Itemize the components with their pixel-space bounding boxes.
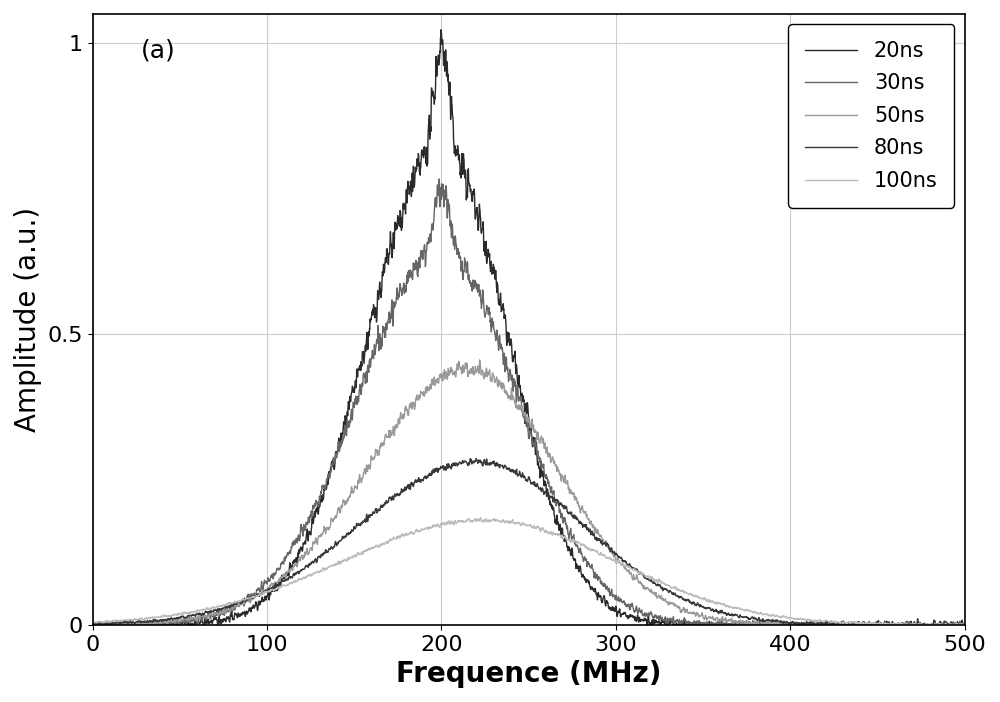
30ns [459, 257, 471, 265]
100ns [238, 595, 250, 604]
80ns [87, 618, 99, 627]
30ns [848, 621, 860, 629]
50ns [87, 621, 99, 629]
Text: (a): (a) [141, 39, 175, 62]
20ns [87, 620, 99, 628]
80ns [421, 472, 433, 481]
100ns [87, 618, 99, 626]
100ns [475, 513, 487, 522]
50ns [186, 615, 198, 623]
Line: 30ns: 30ns [93, 179, 965, 625]
30ns [959, 621, 971, 629]
100ns [421, 524, 433, 532]
Legend: 20ns, 30ns, 50ns, 80ns, 100ns: 20ns, 30ns, 50ns, 80ns, 100ns [788, 25, 954, 208]
50ns [474, 356, 486, 364]
80ns [238, 595, 250, 603]
30ns [942, 621, 954, 629]
80ns [848, 620, 860, 628]
100ns [959, 621, 971, 629]
50ns [848, 619, 860, 628]
20ns [186, 620, 198, 628]
50ns [459, 362, 471, 371]
100ns [848, 618, 860, 626]
100ns [858, 621, 870, 629]
30ns [421, 239, 433, 247]
100ns [186, 608, 198, 616]
50ns [959, 620, 971, 628]
50ns [238, 599, 250, 607]
50ns [421, 383, 433, 392]
80ns [88, 621, 100, 629]
Line: 80ns: 80ns [93, 458, 965, 625]
30ns [87, 621, 99, 629]
20ns [459, 166, 471, 174]
20ns [89, 621, 101, 629]
Line: 50ns: 50ns [93, 360, 965, 625]
100ns [459, 517, 471, 526]
Line: 20ns: 20ns [93, 29, 965, 625]
X-axis label: Frequence (MHz): Frequence (MHz) [396, 660, 661, 688]
Y-axis label: Amplitude (a.u.): Amplitude (a.u.) [14, 207, 42, 432]
80ns [959, 621, 971, 629]
80ns [942, 620, 954, 628]
20ns [435, 25, 447, 34]
Line: 100ns: 100ns [93, 517, 965, 625]
30ns [433, 175, 445, 183]
20ns [238, 610, 250, 618]
80ns [459, 457, 471, 465]
20ns [421, 159, 433, 168]
100ns [942, 621, 954, 629]
20ns [959, 621, 971, 629]
20ns [942, 621, 954, 629]
30ns [238, 602, 250, 610]
50ns [942, 618, 954, 627]
80ns [470, 454, 482, 463]
30ns [186, 616, 198, 625]
80ns [186, 611, 198, 619]
20ns [848, 618, 860, 626]
